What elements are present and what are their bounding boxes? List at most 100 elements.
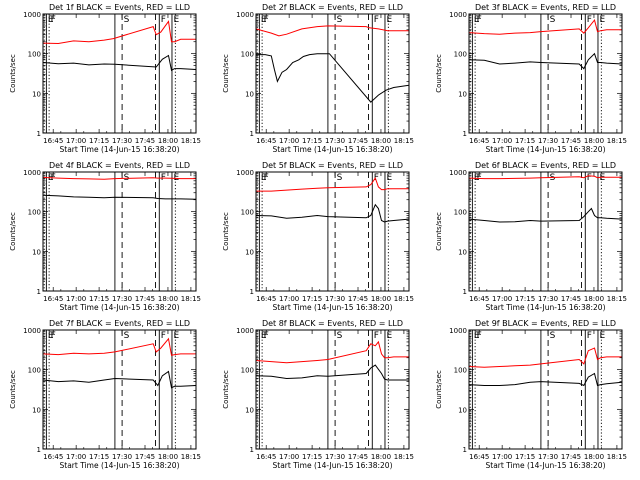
panel-det-9: Det 9f BLACK = Events, RED = LLD 1 10 100 10… xyxy=(435,319,627,470)
y-tick-label: 100 xyxy=(454,209,467,217)
x-tick-label: 18:15 xyxy=(394,453,414,461)
x-tick-label: 17:30 xyxy=(325,137,345,145)
plot-frame xyxy=(42,13,197,134)
x-axis-label: Start Time (14-Jun-15 16:38:20) xyxy=(273,303,393,312)
events-series xyxy=(256,203,409,223)
lld-series xyxy=(43,337,196,356)
y-tick-label: 1000 xyxy=(449,327,467,335)
events-series xyxy=(256,53,409,103)
y-tick-label: 100 xyxy=(28,51,41,59)
x-tick-label: 18:00 xyxy=(371,137,391,145)
y-tick-label: 1000 xyxy=(23,327,41,335)
x-axis-label: Start Time (14-Jun-15 16:38:20) xyxy=(486,303,606,312)
marker-label: E xyxy=(261,173,267,183)
lld-series xyxy=(256,25,409,37)
y-axis-label: Counts/sec xyxy=(9,54,17,93)
x-tick-label: 17:00 xyxy=(66,137,86,145)
marker-label: F xyxy=(374,173,379,183)
x-axis-label: Start Time (14-Jun-15 16:38:20) xyxy=(486,461,606,470)
lld-series xyxy=(256,340,409,364)
x-tick-label: 18:15 xyxy=(607,453,627,461)
events-series xyxy=(469,52,622,70)
panel-det-6: Det 6f BLACK = Events, RED = LLD 1 10 100 10… xyxy=(435,161,627,312)
x-tick-label: 18:15 xyxy=(181,295,201,303)
y-tick-label: 10 xyxy=(32,406,41,414)
panel-det-3: Det 3f BLACK = Events, RED = LLD 1 10 100 10… xyxy=(435,3,627,154)
y-tick-label: 1000 xyxy=(236,327,254,335)
panel-det-4: Det 4f BLACK = Events, RED = LLD 1 10 100 10… xyxy=(9,161,201,312)
series-group xyxy=(43,337,196,389)
series-group xyxy=(469,175,622,223)
marker-label: E xyxy=(599,15,605,25)
x-tick-label: 16:45 xyxy=(256,453,276,461)
x-tick-label: 18:00 xyxy=(584,295,604,303)
y-tick-label: 100 xyxy=(241,367,254,375)
x-tick-label: 18:00 xyxy=(158,453,178,461)
marker-label: E xyxy=(599,173,605,183)
y-tick-label: 1000 xyxy=(449,11,467,19)
x-tick-label: 18:15 xyxy=(181,453,201,461)
marker-label: F xyxy=(374,331,379,341)
x-tick-label: 17:00 xyxy=(279,295,299,303)
x-axis-label: Start Time (14-Jun-15 16:38:20) xyxy=(60,461,180,470)
y-tick-label: 1 xyxy=(463,446,467,454)
x-tick-label: 17:30 xyxy=(112,137,132,145)
y-tick-label: 10 xyxy=(245,90,254,98)
panel-det-2: Det 2f BLACK = Events, RED = LLD 1 10 100 10… xyxy=(222,3,414,154)
y-tick-label: 1000 xyxy=(236,11,254,19)
marker-label: F xyxy=(161,331,166,341)
y-tick-label: 1 xyxy=(250,288,254,296)
events-series xyxy=(256,364,409,381)
y-tick-label: 1 xyxy=(250,130,254,138)
x-tick-label: 16:45 xyxy=(43,295,63,303)
marker-label: S xyxy=(337,173,343,183)
x-tick-label: 18:00 xyxy=(584,137,604,145)
x-tick-label: 17:00 xyxy=(279,453,299,461)
y-tick-label: 10 xyxy=(458,90,467,98)
x-tick-label: 17:45 xyxy=(561,137,581,145)
x-tick-label: 18:00 xyxy=(158,137,178,145)
series-group xyxy=(469,347,622,387)
y-axis-label: Counts/sec xyxy=(435,370,443,409)
x-tick-label: 18:15 xyxy=(607,137,627,145)
y-tick-label: 10 xyxy=(32,248,41,256)
marker-label: E xyxy=(261,331,267,341)
y-tick-label: 100 xyxy=(454,367,467,375)
x-axis-label: Start Time (14-Jun-15 16:38:20) xyxy=(60,303,180,312)
y-axis-label: Counts/sec xyxy=(435,212,443,251)
x-tick-label: 17:00 xyxy=(492,453,512,461)
x-tick-label: 18:15 xyxy=(607,295,627,303)
x-tick-label: 17:30 xyxy=(538,453,558,461)
plot-frame xyxy=(468,329,623,450)
events-series xyxy=(469,372,622,387)
lld-series xyxy=(43,20,196,45)
marker-label: F xyxy=(587,331,592,341)
panel-title: Det 6f BLACK = Events, RED = LLD xyxy=(475,161,616,170)
x-tick-label: 17:00 xyxy=(492,295,512,303)
x-axis-label: Start Time (14-Jun-15 16:38:20) xyxy=(273,145,393,154)
x-tick-label: 17:30 xyxy=(112,295,132,303)
plot-frame xyxy=(42,329,197,450)
marker-label: E xyxy=(386,173,392,183)
marker-label: S xyxy=(550,15,556,25)
x-tick-label: 18:00 xyxy=(371,453,391,461)
panel-title: Det 4f BLACK = Events, RED = LLD xyxy=(49,161,190,170)
y-tick-label: 100 xyxy=(28,367,41,375)
x-tick-label: 17:45 xyxy=(135,137,155,145)
y-tick-label: 1000 xyxy=(23,11,41,19)
marker-label: E xyxy=(599,331,605,341)
panel-title: Det 1f BLACK = Events, RED = LLD xyxy=(49,3,190,12)
x-tick-label: 17:30 xyxy=(325,453,345,461)
marker-label: E xyxy=(386,15,392,25)
panel-title: Det 7f BLACK = Events, RED = LLD xyxy=(49,319,190,328)
marker-label: F xyxy=(587,173,592,183)
y-axis-label: Counts/sec xyxy=(435,54,443,93)
marker-label: F xyxy=(264,173,269,183)
x-tick-label: 17:15 xyxy=(302,453,322,461)
series-group xyxy=(469,19,622,70)
marker-label: F xyxy=(264,15,269,25)
lld-series xyxy=(469,19,622,35)
x-tick-label: 17:00 xyxy=(279,137,299,145)
marker-label: S xyxy=(337,15,343,25)
